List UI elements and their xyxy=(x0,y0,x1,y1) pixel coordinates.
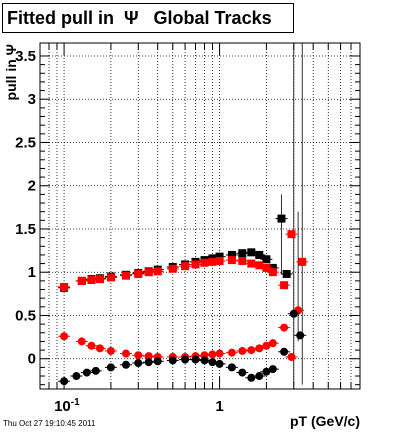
square-marker xyxy=(268,263,277,272)
square-marker xyxy=(227,256,236,265)
y-axis-title: pull in Ψ xyxy=(3,44,19,100)
square-marker xyxy=(298,257,307,266)
square-marker xyxy=(153,267,162,276)
x-tick-label: 1 xyxy=(215,398,223,415)
data-markers xyxy=(58,214,309,386)
circle-marker xyxy=(191,355,200,364)
circle-marker xyxy=(255,344,264,353)
circle-marker xyxy=(82,368,91,377)
circle-marker xyxy=(255,372,264,381)
square-marker xyxy=(247,248,256,257)
circle-marker xyxy=(60,332,69,341)
square-marker xyxy=(215,252,224,261)
square-marker xyxy=(255,261,264,270)
timestamp: Thu Oct 27 19:10:45 2011 xyxy=(3,419,96,428)
square-marker xyxy=(277,214,286,223)
circle-marker xyxy=(268,339,277,348)
circle-marker xyxy=(280,323,289,332)
square-marker xyxy=(238,256,247,265)
circle-marker xyxy=(153,357,162,366)
square-marker xyxy=(168,264,177,273)
y-tick-label: 1 xyxy=(28,264,36,281)
circle-marker xyxy=(268,365,277,374)
y-tick-label: 3 xyxy=(28,91,36,108)
square-marker xyxy=(77,276,86,285)
circle-marker xyxy=(287,352,296,361)
square-marker xyxy=(268,268,277,277)
circle-marker xyxy=(238,368,247,377)
circle-marker xyxy=(95,344,104,353)
square-marker xyxy=(60,282,69,291)
x-axis-title: pT (GeV/c) xyxy=(290,413,360,429)
square-marker xyxy=(262,255,271,264)
square-marker xyxy=(238,249,247,258)
y-tick-label: 2 xyxy=(28,178,36,195)
circle-marker xyxy=(144,352,153,361)
square-marker xyxy=(227,250,236,259)
circle-marker xyxy=(238,346,247,355)
square-marker xyxy=(87,276,96,285)
circle-marker xyxy=(215,349,224,358)
circle-marker xyxy=(121,349,130,358)
y-tick-label: 3.5 xyxy=(15,48,36,65)
square-marker xyxy=(144,268,153,277)
square-marker xyxy=(134,269,143,278)
circle-marker xyxy=(91,366,100,375)
square-marker xyxy=(247,259,256,268)
square-marker xyxy=(282,269,291,278)
circle-marker xyxy=(200,356,209,365)
circle-marker xyxy=(106,346,115,355)
chart-title: Fitted pull in Ψ Global Tracks xyxy=(7,8,272,28)
title-box: Fitted pull in Ψ Global Tracks xyxy=(2,3,294,33)
y-tick-label: 2.5 xyxy=(15,134,36,151)
circle-marker xyxy=(247,346,256,355)
circle-marker xyxy=(181,355,190,364)
circle-marker xyxy=(208,350,217,359)
square-marker xyxy=(121,271,130,280)
circle-marker xyxy=(72,372,81,381)
y-tick-label: 1.5 xyxy=(15,221,36,238)
y-tick-label: 0 xyxy=(28,351,36,368)
square-marker xyxy=(106,273,115,282)
circle-marker xyxy=(289,309,298,318)
circle-marker xyxy=(77,337,86,346)
axis-ticks xyxy=(39,43,361,389)
circle-marker xyxy=(227,363,236,372)
circle-marker xyxy=(106,363,115,372)
square-marker xyxy=(287,230,296,239)
square-marker xyxy=(95,275,104,284)
circle-marker xyxy=(208,358,217,367)
circle-marker xyxy=(262,367,271,376)
circle-marker xyxy=(121,360,130,369)
circle-marker xyxy=(247,373,256,382)
circle-marker xyxy=(262,341,271,350)
square-marker xyxy=(200,258,209,267)
square-marker xyxy=(191,260,200,269)
y-tick-label: 0.5 xyxy=(15,307,36,324)
circle-marker xyxy=(215,359,224,368)
circle-marker xyxy=(134,359,143,368)
circle-marker xyxy=(227,348,236,357)
x-tick-label: 10-1 xyxy=(54,397,80,415)
circle-marker xyxy=(168,356,177,365)
tick-labels: 0 0.5 1 1.5 2 2.5 3 3.5 10-1 1 xyxy=(15,48,224,415)
circle-marker xyxy=(134,351,143,360)
circle-marker xyxy=(144,358,153,367)
gridlines xyxy=(39,43,361,389)
square-marker xyxy=(280,281,289,290)
error-bars xyxy=(281,43,303,385)
square-marker xyxy=(255,250,264,259)
circle-marker xyxy=(280,347,289,356)
square-marker xyxy=(215,256,224,265)
circle-marker xyxy=(87,341,96,350)
square-marker xyxy=(208,257,217,266)
plot-frame xyxy=(39,42,361,390)
square-marker xyxy=(262,263,271,272)
square-marker xyxy=(181,262,190,271)
circle-marker xyxy=(296,331,305,340)
